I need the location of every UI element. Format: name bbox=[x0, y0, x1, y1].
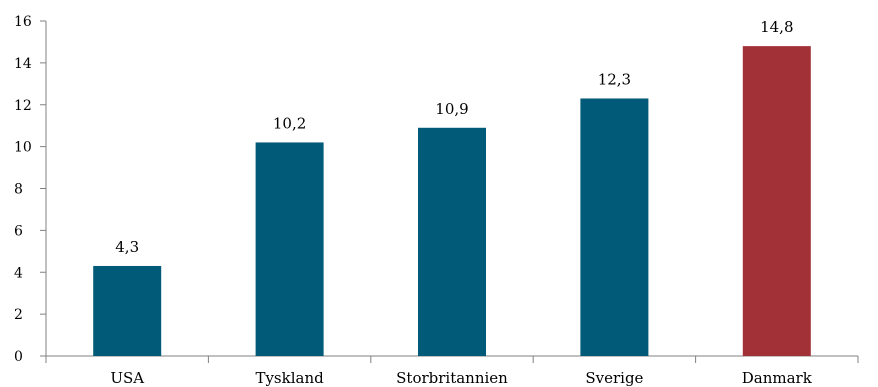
bar bbox=[742, 46, 811, 356]
y-tick-label: 8 bbox=[14, 182, 23, 198]
y-tick-label: 6 bbox=[14, 223, 23, 239]
category-labels: USA Tyskland Storbritannien Sverige Danmark bbox=[110, 369, 812, 387]
x-category-label: Danmark bbox=[742, 369, 813, 387]
data-labels: 4,3 10,2 10,9 12,3 14,8 bbox=[115, 18, 793, 256]
x-axis bbox=[45, 355, 859, 363]
y-tick-label: 16 bbox=[14, 14, 32, 30]
y-axis: 0 2 4 6 8 10 12 14 16 bbox=[14, 14, 47, 365]
y-tick-label: 4 bbox=[14, 265, 23, 281]
y-tick-label: 10 bbox=[14, 140, 32, 156]
x-category-label: USA bbox=[110, 369, 144, 387]
bar bbox=[580, 98, 649, 356]
data-label: 10,9 bbox=[435, 100, 468, 118]
data-label: 12,3 bbox=[598, 70, 631, 88]
x-category-label: Storbritannien bbox=[396, 369, 508, 387]
bars bbox=[93, 46, 811, 356]
bar bbox=[255, 142, 324, 356]
y-tick-label: 12 bbox=[14, 98, 32, 114]
y-tick-label: 2 bbox=[14, 307, 23, 323]
data-label: 14,8 bbox=[760, 18, 793, 36]
x-category-label: Tyskland bbox=[255, 369, 324, 387]
bar bbox=[418, 127, 486, 356]
data-label: 4,3 bbox=[115, 238, 139, 256]
x-category-label: Sverige bbox=[585, 369, 643, 387]
bar bbox=[93, 265, 162, 356]
data-label: 10,2 bbox=[273, 114, 306, 132]
y-tick-label: 0 bbox=[14, 349, 23, 365]
y-tick-label: 14 bbox=[14, 56, 32, 72]
